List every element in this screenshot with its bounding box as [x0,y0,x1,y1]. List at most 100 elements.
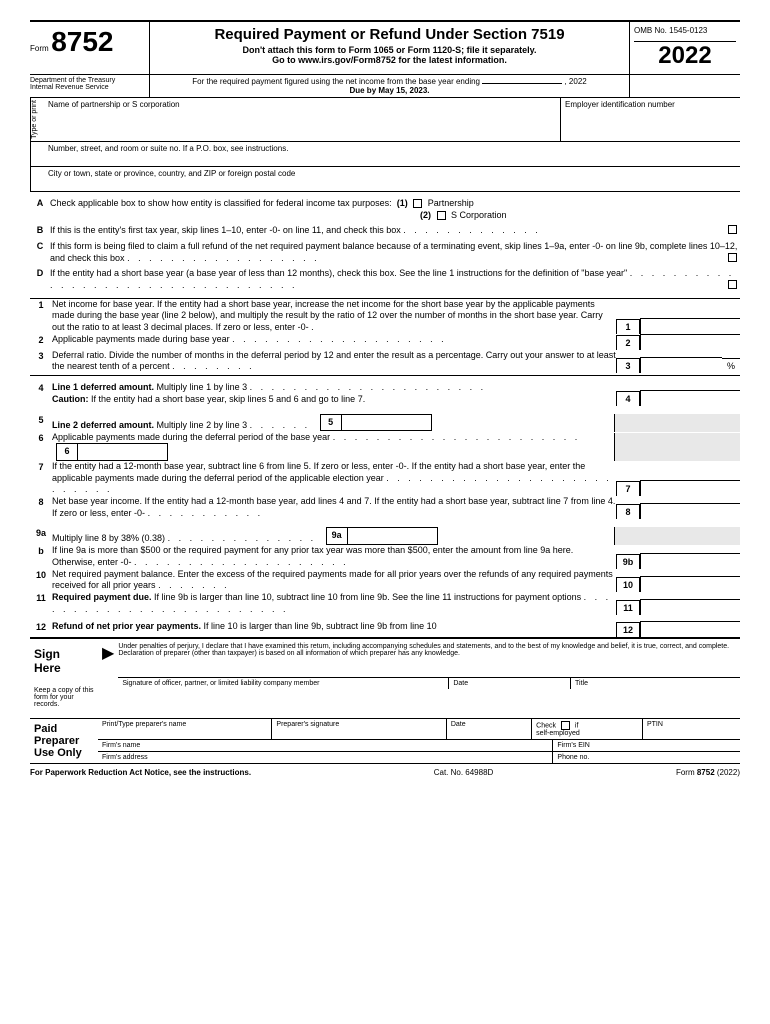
city-field[interactable]: City or town, state or province, country… [44,167,740,191]
sig-label: Signature of officer, partner, or limite… [122,680,319,687]
self-employed-checkbox[interactable] [561,721,570,730]
line-5: 5 Line 2 deferred amount. Multiply line … [30,414,740,432]
line-3-content: Deferral ratio. Divide the number of mon… [52,350,616,372]
line-4: 4 Line 1 deferred amount. Multiply line … [30,376,740,405]
gray-spacer-6 [614,433,740,461]
form-number: 8752 [51,26,113,57]
line-c-checkbox[interactable] [728,253,737,262]
line-d-checkbox[interactable] [728,280,737,289]
box-num-9b: 9b [616,554,640,569]
dept-row: Department of the Treasury Internal Reve… [30,75,740,98]
val-9b[interactable] [640,553,740,569]
address-field[interactable]: Number, street, and room or suite no. If… [44,142,740,166]
line-b-checkbox[interactable] [728,225,737,234]
line-12-text: Refund of net prior year payments. If li… [52,621,616,637]
box-num-10: 10 [616,577,640,592]
line-4-text: Line 1 deferred amount. Multiply line 1 … [52,382,616,405]
partnership-checkbox[interactable] [413,199,422,208]
opt2-num: (2) [420,210,431,220]
prep-name-field[interactable]: Print/Type preparer's name [98,719,272,739]
inline-val-5[interactable] [342,414,432,432]
line-7-text: If the entity had a 12-month base year, … [52,461,616,496]
form-header: Form 8752 Required Payment or Refund Und… [30,20,740,75]
title-box: Required Payment or Refund Under Section… [150,22,630,74]
inline-num-9a: 9a [326,527,348,545]
box-num-4: 4 [616,391,640,406]
val-12[interactable] [640,621,740,637]
val-1[interactable] [640,318,740,334]
firm-name-field[interactable]: Firm's name [98,740,553,751]
inline-val-6[interactable] [78,443,168,461]
box-num-3: 3 [616,358,640,373]
inline-num-6: 6 [56,443,78,461]
omb-box: OMB No. 1545-0123 2022 [630,22,740,74]
preparer-body: Print/Type preparer's name Preparer's si… [98,719,740,763]
prep-date-label: Date [451,721,466,728]
phone-label: Phone no. [557,754,589,761]
prep-sig-field[interactable]: Preparer's signature [272,719,446,739]
line-b: B If this is the entity's first tax year… [30,223,740,239]
val-3[interactable] [640,357,722,373]
prep-date-field[interactable]: Date [447,719,532,739]
type-print-spacer2 [30,167,44,191]
line-8-text: Net base year income. If the entity had … [52,496,616,519]
line-2: 2 Applicable payments made during base y… [30,334,740,350]
val-4[interactable] [640,390,740,406]
line-9a-text: Multiply line 8 by 38% (0.38) . . . . . … [52,527,614,545]
sign-declaration: Under penalties of perjury, I declare th… [118,643,740,657]
phone-field[interactable]: Phone no. [553,752,740,763]
dept-left: Department of the Treasury Internal Reve… [30,75,150,97]
sig-title-field[interactable]: Title [571,678,740,689]
due-date: Due by May 15, 2023. [158,86,621,95]
line-11-text: Required payment due. If line 9b is larg… [52,592,616,615]
dept2: Internal Revenue Service [30,84,145,91]
name-row: Type or print Name of partnership or S c… [30,98,740,142]
ein-field[interactable]: Employer identification number [560,98,740,141]
sig-field[interactable]: Signature of officer, partner, or limite… [118,678,449,689]
line-9a: 9a Multiply line 8 by 38% (0.38) . . . .… [30,527,740,545]
firm-ein-label: Firm's EIN [557,742,589,749]
scorp-checkbox[interactable] [437,211,446,220]
ptin-label: PTIN [647,721,663,728]
self-emp-label: self-employed [536,730,580,737]
num-12: 12 [30,621,52,637]
check-label: Check [536,723,556,730]
sign-body: Under penalties of perjury, I declare th… [118,643,740,714]
entity-name-field[interactable]: Name of partnership or S corporation [44,98,560,141]
address-row: Number, street, and room or suite no. If… [30,142,740,167]
firm-ein-field[interactable]: Firm's EIN [553,740,740,751]
prep-row-1: Print/Type preparer's name Preparer's si… [98,719,740,740]
line-10: 10 Net required payment balance. Enter t… [30,569,740,592]
sign-here-label: SignHere Keep a copy of this form for yo… [30,643,98,714]
line-7: 7 If the entity had a 12-month base year… [30,461,740,496]
prep-row-3: Firm's address Phone no. [98,752,740,763]
inline-val-9a[interactable] [348,527,438,545]
letter-c: C [30,241,50,251]
footer-mid: Cat. No. 64988D [434,768,494,777]
base-year-ending-input[interactable] [482,83,562,84]
dept1: Department of the Treasury [30,77,145,84]
type-print-spacer [30,142,44,166]
line-3-text: Deferral ratio. Divide the number of mon… [52,350,616,373]
self-employed-cell: Check if self-employed [532,719,643,739]
line-c-text: If this form is being filed to claim a f… [50,241,740,264]
addr-label: Number, street, and room or suite no. If… [48,144,736,153]
pct-symbol: % [722,358,740,373]
val-11[interactable] [640,599,740,615]
ptin-field[interactable]: PTIN [643,719,740,739]
num-6: 6 [30,432,52,461]
footer-right: Form 8752 (2022) [676,768,740,777]
sig-date-field[interactable]: Date [449,678,571,689]
line-d: D If the entity had a short base year (a… [30,266,740,293]
if-label: if [575,723,579,730]
val-7[interactable] [640,480,740,496]
val-10[interactable] [640,576,740,592]
val-8[interactable] [640,503,740,519]
type-print-label: Type or print [30,98,44,141]
tax-year: 2022 [634,42,736,70]
firm-addr-field[interactable]: Firm's address [98,752,553,763]
line-6-content: Applicable payments made during the defe… [52,432,330,442]
preparer-section: PaidPreparerUse Only Print/Type preparer… [30,719,740,764]
line-12-rest: If line 10 is larger than line 9b, subtr… [204,621,437,631]
val-2[interactable] [640,334,740,350]
